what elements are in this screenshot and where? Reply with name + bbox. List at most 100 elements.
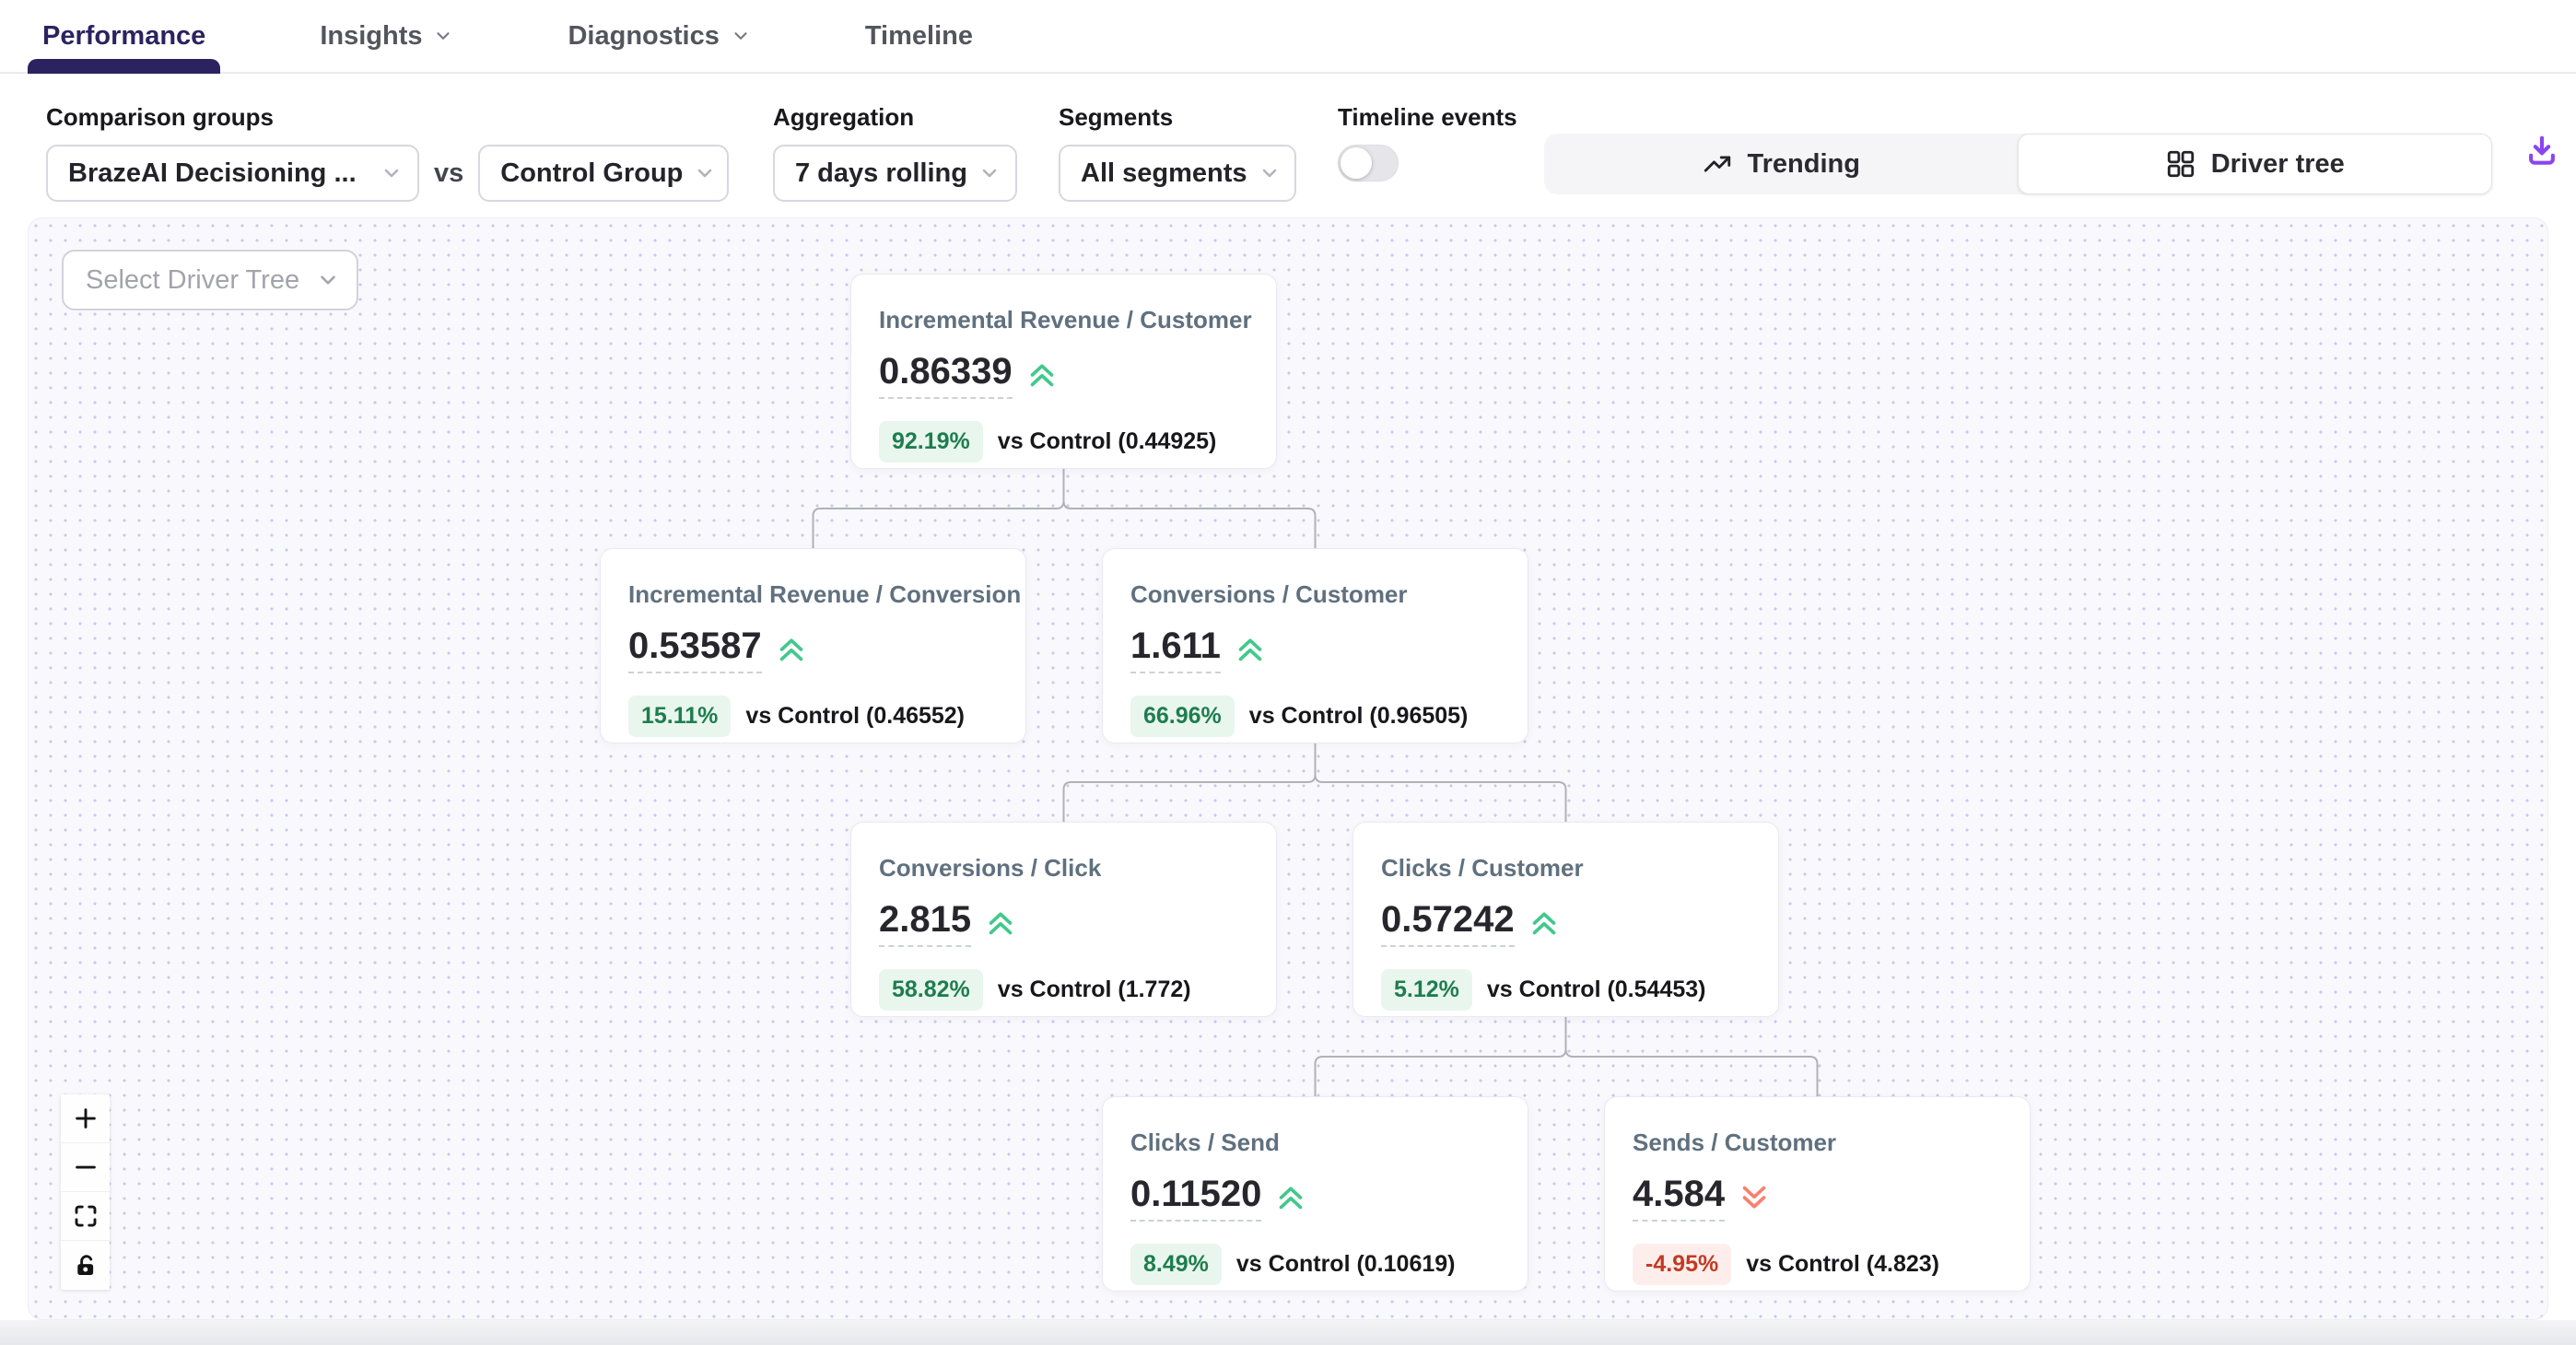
- node-title: Incremental Revenue / Customer: [879, 306, 1252, 333]
- chevron-down-icon: [982, 169, 997, 178]
- delta-badge: -4.95%: [1633, 1244, 1732, 1285]
- driver-tree-view-button[interactable]: Driver tree: [2017, 134, 2492, 194]
- timeline-events-filter: Timeline events: [1338, 103, 1517, 181]
- vs-control-text: vs Control (0.44925): [997, 428, 1217, 454]
- double-chevron-up-icon: [989, 912, 1013, 935]
- unlock-icon: [76, 1254, 93, 1275]
- delta-badge: 58.82%: [879, 969, 983, 1011]
- node-title: Clicks / Customer: [1381, 854, 1584, 882]
- vs-control-text: vs Control (0.96505): [1248, 703, 1469, 729]
- vs-control-text: vs Control (4.823): [1746, 1251, 1939, 1277]
- chevron-down-icon: [1262, 169, 1276, 178]
- comparison-groups-label: Comparison groups: [46, 103, 275, 131]
- aggregation-filter: Aggregation 7 days rolling: [773, 103, 1017, 202]
- tab-label: Performance: [42, 20, 206, 51]
- toggle-knob: [1341, 147, 1372, 179]
- timeline-events-toggle[interactable]: [1338, 145, 1399, 181]
- tree-edge: [1314, 743, 1567, 822]
- aggregation-label: Aggregation: [773, 103, 915, 131]
- tab-label: Diagnostics: [568, 20, 720, 51]
- canvas-controls: [61, 1094, 110, 1290]
- driver-tree-canvas[interactable]: Select Driver Tree Incremental Revenue /…: [28, 217, 2548, 1320]
- vs-control-text: vs Control (0.46552): [745, 703, 966, 729]
- vs-control-text: vs Control (0.54453): [1486, 977, 1706, 1002]
- zoom-out-icon: [75, 1165, 96, 1169]
- tree-node-sends-per-customer[interactable]: Sends / Customer 4.584 -4.95% vs Control…: [1604, 1096, 2031, 1292]
- comparison-primary-select[interactable]: BrazeAI Decisioning ...: [46, 145, 419, 202]
- chevron-down-icon: [734, 32, 747, 40]
- tab-timeline[interactable]: Timeline: [850, 0, 988, 72]
- delta-badge: 5.12%: [1381, 969, 1472, 1011]
- double-chevron-up-icon: [1030, 364, 1053, 387]
- main-tab-bar: Performance Insights Diagnostics Timelin…: [0, 0, 2576, 74]
- node-title: Conversions / Click: [879, 854, 1102, 882]
- tree-node-clicks-per-customer[interactable]: Clicks / Customer 0.57242 5.12% vs Contr…: [1352, 822, 1779, 1017]
- tree-edge: [1062, 743, 1317, 822]
- node-value[interactable]: 2.815: [879, 899, 972, 947]
- double-chevron-up-icon: [1280, 1187, 1303, 1210]
- trending-up-icon: [1704, 156, 1730, 172]
- double-chevron-up-icon: [779, 638, 802, 661]
- node-value[interactable]: 0.57242: [1381, 899, 1515, 947]
- zoom-in-button[interactable]: [61, 1094, 110, 1143]
- segments-select[interactable]: All segments: [1059, 145, 1296, 202]
- tree-node-conversions-per-click[interactable]: Conversions / Click 2.815 58.82% vs Cont…: [850, 822, 1277, 1017]
- double-chevron-up-icon: [1532, 912, 1555, 935]
- tab-insights[interactable]: Insights: [305, 0, 468, 72]
- segments-label: Segments: [1059, 103, 1174, 131]
- node-title: Clicks / Send: [1130, 1129, 1280, 1156]
- chevron-down-icon: [384, 169, 399, 178]
- node-value[interactable]: 0.11520: [1130, 1174, 1262, 1222]
- fit-view-button[interactable]: [61, 1192, 110, 1241]
- delta-badge: 66.96%: [1130, 696, 1235, 737]
- tree-edge: [1564, 1017, 1819, 1096]
- fit-view-icon: [75, 1205, 96, 1227]
- delta-badge: 92.19%: [879, 421, 983, 462]
- node-title: Conversions / Customer: [1130, 580, 1408, 608]
- driver-tree-select[interactable]: Select Driver Tree: [62, 250, 358, 310]
- tree-edge: [1314, 1017, 1567, 1096]
- lock-toggle-button[interactable]: [61, 1241, 110, 1290]
- node-value[interactable]: 0.86339: [879, 351, 1013, 399]
- page-footer-strip: [0, 1320, 2576, 1345]
- delta-badge: 8.49%: [1130, 1244, 1222, 1285]
- chevron-down-icon: [321, 275, 335, 285]
- comparison-groups-filter: Comparison groups BrazeAI Decisioning ..…: [46, 103, 730, 202]
- active-tab-indicator: [28, 59, 221, 74]
- double-chevron-up-icon: [1238, 638, 1262, 661]
- trending-view-button[interactable]: Trending: [1544, 134, 2018, 194]
- segments-filter: Segments All segments: [1059, 103, 1296, 202]
- download-button[interactable]: [2522, 132, 2562, 172]
- node-value[interactable]: 1.611: [1130, 626, 1221, 673]
- tab-diagnostics[interactable]: Diagnostics: [553, 0, 765, 72]
- tab-label: Timeline: [864, 20, 973, 51]
- view-mode-switch: Trending Driver tree: [1544, 134, 2492, 194]
- node-title: Incremental Revenue / Conversion: [628, 580, 1022, 608]
- vs-control-text: vs Control (1.772): [997, 977, 1191, 1002]
- tab-label: Insights: [320, 20, 423, 51]
- filter-bar: Comparison groups BrazeAI Decisioning ..…: [0, 74, 2576, 210]
- tree-node-conversions-per-customer[interactable]: Conversions / Customer 1.611 66.96% vs C…: [1102, 548, 1528, 743]
- zoom-in-icon: [75, 1108, 96, 1129]
- delta-badge: 15.11%: [628, 696, 732, 737]
- vs-label: vs: [434, 158, 464, 188]
- double-chevron-down-icon: [1742, 1186, 1766, 1209]
- tree-edge: [1062, 469, 1317, 548]
- grid-icon: [2167, 150, 2194, 178]
- node-value[interactable]: 4.584: [1633, 1174, 1726, 1222]
- tree-edge: [812, 469, 1065, 548]
- chevron-down-icon: [437, 32, 451, 40]
- chevron-down-icon: [698, 169, 712, 178]
- aggregation-select[interactable]: 7 days rolling: [773, 145, 1017, 202]
- tab-performance[interactable]: Performance: [28, 0, 221, 74]
- node-title: Sends / Customer: [1633, 1129, 1837, 1156]
- comparison-secondary-select[interactable]: Control Group: [478, 145, 730, 202]
- tree-node-clicks-per-send[interactable]: Clicks / Send 0.11520 8.49% vs Control (…: [1102, 1096, 1528, 1292]
- vs-control-text: vs Control (0.10619): [1235, 1251, 1456, 1277]
- tree-node-incremental-revenue-per-conversion[interactable]: Incremental Revenue / Conversion 0.53587…: [600, 548, 1026, 743]
- timeline-events-label: Timeline events: [1338, 103, 1517, 131]
- download-icon: [2529, 135, 2555, 165]
- zoom-out-button[interactable]: [61, 1143, 110, 1192]
- node-value[interactable]: 0.53587: [628, 626, 762, 673]
- tree-node-incremental-revenue-per-customer[interactable]: Incremental Revenue / Customer 0.86339 9…: [850, 274, 1277, 469]
